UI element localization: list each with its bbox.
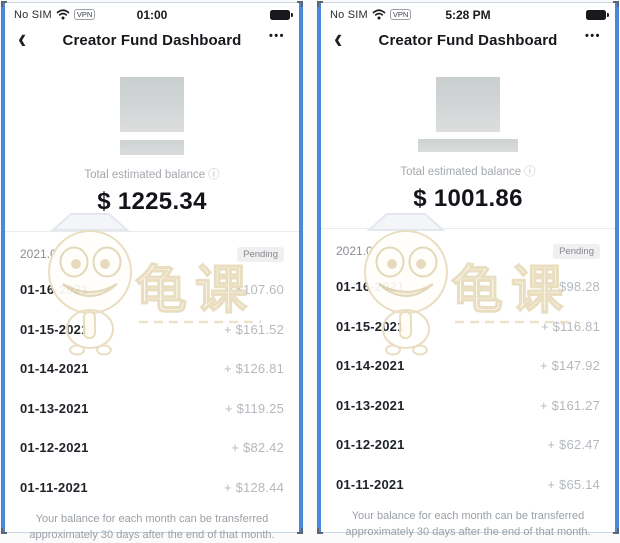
status-time: 01:00 — [136, 7, 168, 22]
section-divider — [5, 231, 299, 232]
month-header: 2021.01 Pending — [336, 235, 600, 267]
carrier-label: No SIM — [330, 8, 368, 21]
table-row: 01-12-2021 + $82.42 — [20, 440, 284, 456]
status-bar: No SIM VPN 5:28 PM — [321, 3, 615, 22]
earnings-list: 2021.01 Pending 01-16-2021 + $98.28 01-1… — [321, 235, 615, 504]
corner-mark — [1, 528, 7, 534]
table-row: 01-13-2021 + $119.25 — [20, 400, 284, 416]
redacted-block — [436, 77, 500, 132]
vpn-badge: VPN — [389, 9, 412, 20]
wifi-icon — [56, 9, 70, 20]
more-menu-button[interactable]: ••• — [268, 30, 285, 42]
table-row: 01-11-2021 + $128.44 — [20, 479, 284, 495]
section-divider — [321, 228, 615, 229]
transfer-note: Your balance for each month can be trans… — [345, 510, 591, 538]
redacted-block — [120, 77, 184, 132]
month-label: 2021.01 — [336, 244, 380, 258]
table-row: 01-14-2021 + $147.92 — [336, 358, 600, 374]
corner-mark — [297, 528, 303, 534]
corner-mark — [297, 1, 303, 7]
carrier-label: No SIM — [14, 8, 52, 21]
wifi-icon — [372, 9, 386, 20]
table-row: 01-16-2021 + $98.28 — [336, 279, 600, 295]
info-icon[interactable]: ⓘ — [524, 166, 536, 178]
balance-label-row: Total estimated balance ⓘ — [400, 166, 536, 178]
corner-mark — [1, 1, 7, 7]
total-balance: $ 1225.34 — [97, 188, 207, 215]
phone-screenshot-left: No SIM VPN 01:00 ‹ Creator Fund Dashboar… — [1, 1, 303, 541]
corner-mark — [317, 528, 323, 534]
table-row: 01-13-2021 + $161.27 — [336, 397, 600, 413]
back-button[interactable]: ‹ — [334, 22, 343, 56]
status-badge: Pending — [553, 243, 600, 259]
table-row: 01-15-2021 + $161.52 — [20, 321, 284, 337]
table-row: 01-11-2021 + $65.14 — [336, 476, 600, 492]
month-label: 2021.01 — [20, 247, 64, 261]
status-badge: Pending — [237, 246, 284, 262]
redacted-block — [418, 139, 518, 152]
info-icon[interactable]: ⓘ — [208, 169, 220, 181]
back-button[interactable]: ‹ — [18, 22, 27, 56]
month-header: 2021.01 Pending — [20, 238, 284, 270]
corner-mark — [613, 1, 619, 7]
nav-bar: ‹ Creator Fund Dashboard ••• — [5, 22, 299, 59]
battery-icon — [586, 9, 609, 20]
page-title: Creator Fund Dashboard — [378, 32, 558, 49]
earnings-list: 2021.01 Pending 01-16-2021 + $107.60 01-… — [5, 238, 299, 507]
transfer-note: Your balance for each month can be trans… — [29, 513, 275, 541]
phone-screenshot-right: No SIM VPN 5:28 PM ‹ Creator Fund Dashbo… — [317, 1, 619, 538]
vpn-badge: VPN — [73, 9, 96, 20]
balance-label-row: Total estimated balance ⓘ — [84, 169, 220, 181]
table-row: 01-15-2021 + $116.81 — [336, 318, 600, 334]
balance-section: Total estimated balance ⓘ $ 1225.34 — [5, 77, 299, 216]
table-row: 01-16-2021 + $107.60 — [20, 282, 284, 298]
battery-icon — [270, 9, 293, 20]
table-row: 01-14-2021 + $126.81 — [20, 361, 284, 377]
status-bar: No SIM VPN 01:00 — [5, 3, 299, 22]
page-title: Creator Fund Dashboard — [62, 32, 242, 49]
status-time: 5:28 PM — [445, 7, 491, 22]
total-balance: $ 1001.86 — [413, 185, 523, 212]
corner-mark — [613, 528, 619, 534]
redacted-block — [120, 140, 184, 155]
nav-bar: ‹ Creator Fund Dashboard ••• — [321, 22, 615, 59]
balance-section: Total estimated balance ⓘ $ 1001.86 — [321, 77, 615, 213]
more-menu-button[interactable]: ••• — [584, 30, 601, 42]
table-row: 01-12-2021 + $62.47 — [336, 437, 600, 453]
corner-mark — [317, 1, 323, 7]
